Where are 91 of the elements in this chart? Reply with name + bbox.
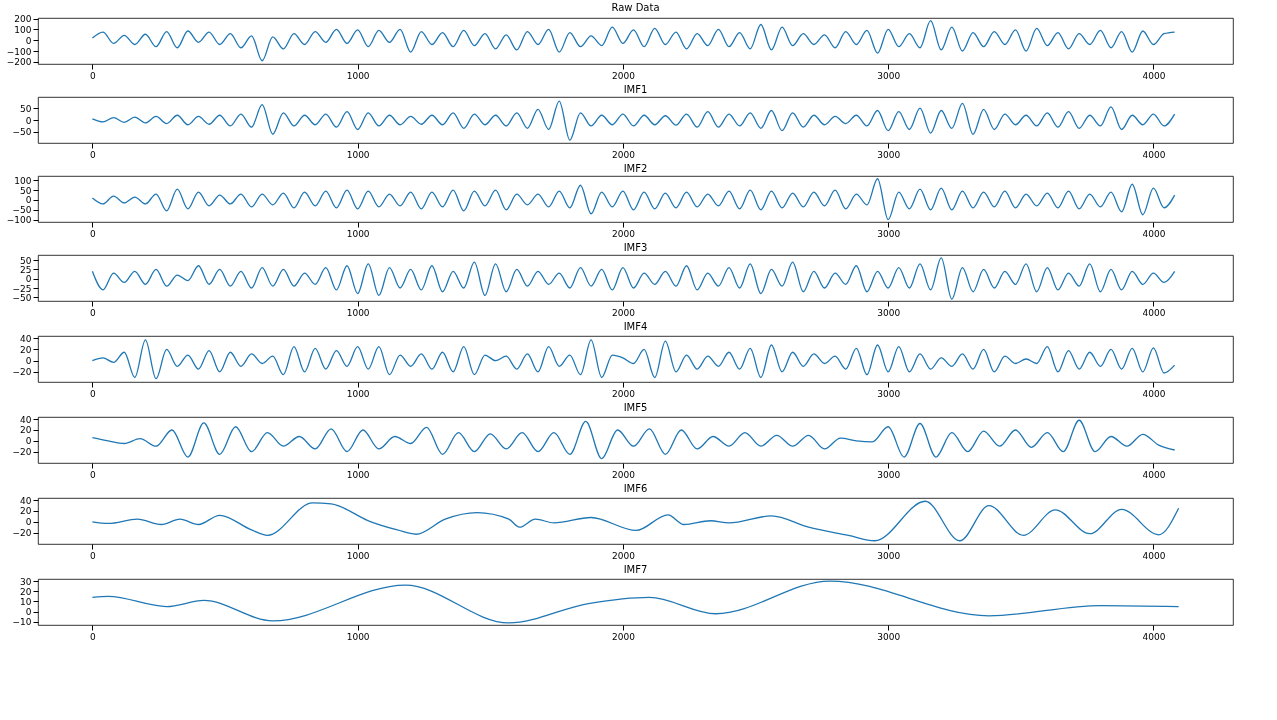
x-tick-label: 1000 (346, 228, 370, 239)
y-tick-label: 25 (20, 264, 32, 275)
chart-title: IMF2 (623, 163, 648, 174)
x-tick-label: 0 (90, 550, 97, 561)
chart-title: IMF1 (623, 84, 648, 95)
x-tick-label: 3000 (877, 550, 901, 561)
y-tick-label: −200 (6, 57, 32, 68)
x-tick-label: 4000 (1142, 550, 1166, 561)
y-tick-label: −25 (12, 283, 32, 294)
y-tick-label: −50 (12, 205, 32, 216)
chart-title: IMF5 (623, 402, 648, 414)
x-tick-label: 2000 (611, 550, 636, 561)
y-tick-label: 20 (20, 506, 32, 517)
x-tick-label: 0 (90, 469, 97, 480)
y-tick-label: 0 (25, 356, 32, 367)
chart-title: IMF4 (623, 321, 648, 333)
chart-title: IMF3 (623, 242, 648, 253)
x-tick-label: 0 (90, 149, 97, 160)
line-series (91, 500, 1180, 542)
x-tick-label: 2000 (611, 469, 636, 480)
y-tick-label: 0 (25, 35, 32, 46)
y-tick-label: −50 (12, 292, 32, 303)
y-tick-label: 50 (20, 255, 32, 266)
y-tick-label: 0 (25, 517, 32, 528)
y-tick-label: 20 (20, 586, 32, 597)
x-tick-label: 4000 (1142, 388, 1166, 399)
x-tick-label: 1000 (346, 70, 370, 81)
y-tick-label: 20 (20, 344, 32, 355)
x-tick-label: 4000 (1142, 307, 1166, 318)
x-tick-label: 0 (90, 631, 97, 642)
x-tick-label: 2000 (611, 631, 636, 642)
y-tick-label: 30 (20, 576, 32, 587)
y-tick-label: 40 (20, 414, 32, 425)
y-tick-label: −100 (6, 46, 32, 57)
x-tick-label: 4000 (1142, 631, 1166, 642)
line-series (91, 100, 1176, 141)
x-tick-label: 2000 (611, 307, 636, 318)
line-series (91, 419, 1176, 460)
y-tick-label: −20 (12, 367, 32, 378)
y-tick-label: 40 (20, 333, 32, 344)
y-tick-label: −50 (12, 127, 32, 138)
x-tick-label: 3000 (877, 307, 901, 318)
y-tick-label: 0 (25, 115, 32, 126)
y-tick-label: −20 (12, 528, 32, 539)
y-tick-label: 100 (14, 24, 32, 35)
y-tick-label: 0 (25, 607, 32, 618)
line-series (91, 339, 1176, 380)
y-tick-label: −20 (12, 447, 32, 458)
x-tick-label: 4000 (1142, 469, 1166, 480)
line-series (91, 580, 1180, 624)
x-tick-label: 4000 (1142, 228, 1166, 239)
x-tick-label: 2000 (611, 388, 636, 399)
y-tick-label: −10 (12, 617, 32, 628)
x-tick-label: 2000 (611, 228, 636, 239)
x-tick-label: 0 (90, 307, 97, 318)
y-tick-label: 10 (20, 596, 32, 607)
x-tick-label: 0 (90, 388, 97, 399)
y-tick-label: 200 (14, 14, 32, 25)
x-tick-label: 3000 (877, 388, 901, 399)
x-tick-label: 3000 (877, 469, 901, 480)
y-tick-label: −100 (6, 215, 32, 226)
x-tick-label: 1000 (346, 469, 370, 480)
x-tick-label: 4000 (1142, 149, 1166, 160)
x-tick-label: 0 (90, 228, 97, 239)
line-series (91, 20, 1176, 62)
x-tick-label: 1000 (346, 149, 370, 160)
x-tick-label: 4000 (1142, 70, 1166, 81)
x-tick-label: 1000 (346, 550, 370, 561)
y-tick-label: 0 (25, 436, 32, 447)
x-tick-label: 2000 (611, 70, 636, 81)
x-tick-label: 3000 (877, 631, 901, 642)
chart-title: Raw Data (611, 1, 660, 13)
line-series (91, 257, 1176, 300)
x-tick-label: 1000 (346, 388, 370, 399)
x-tick-label: 3000 (877, 70, 901, 81)
y-tick-label: 40 (20, 495, 32, 506)
x-tick-label: 3000 (877, 228, 901, 239)
x-tick-label: 2000 (611, 149, 636, 160)
chart-title: IMF6 (623, 483, 648, 495)
y-tick-label: 50 (20, 103, 32, 114)
y-tick-label: 0 (25, 274, 32, 285)
chart-title: IMF7 (623, 564, 648, 576)
x-tick-label: 1000 (346, 631, 370, 642)
x-tick-label: 0 (90, 70, 97, 81)
x-tick-label: 1000 (346, 307, 370, 318)
y-tick-label: 0 (25, 195, 32, 206)
y-tick-label: 50 (20, 185, 32, 196)
x-tick-label: 3000 (877, 149, 901, 160)
y-tick-label: 100 (14, 175, 32, 186)
line-series (91, 178, 1176, 221)
y-tick-label: 20 (20, 425, 32, 436)
